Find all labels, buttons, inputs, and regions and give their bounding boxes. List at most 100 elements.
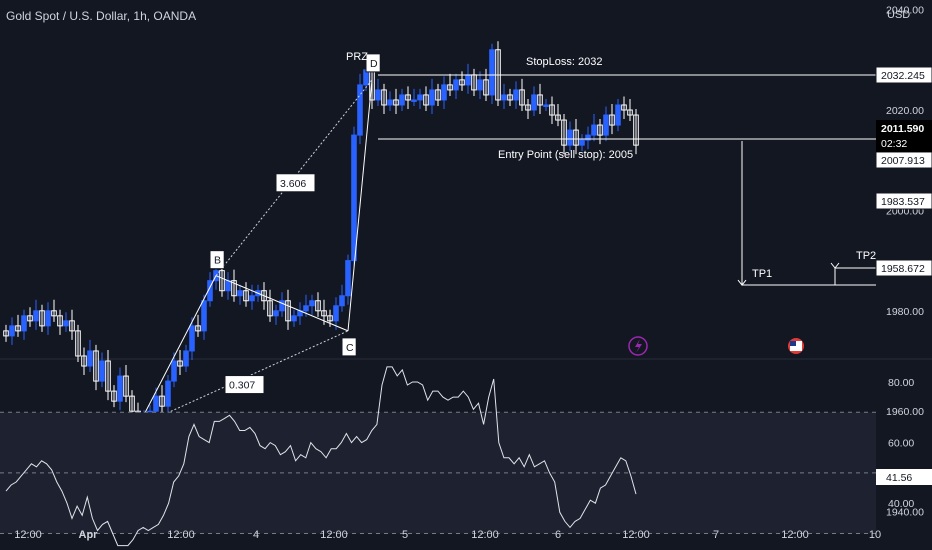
candle-body <box>609 114 615 126</box>
candle-body <box>9 325 15 337</box>
candle-body <box>483 79 489 96</box>
candle-body <box>399 94 405 106</box>
candle-body <box>411 99 417 102</box>
candle-body <box>579 139 585 146</box>
candle-body <box>87 350 93 367</box>
candles <box>3 41 639 436</box>
candle-body <box>531 94 537 111</box>
pattern-line-ab <box>137 275 217 427</box>
candle-body <box>393 99 399 106</box>
candle-body <box>417 94 423 101</box>
candle-body <box>159 395 165 407</box>
currency-label: USD <box>887 9 911 21</box>
candle-body <box>435 89 441 101</box>
rsi-last-value: 41.56 <box>886 472 912 484</box>
candle-body <box>621 104 627 111</box>
candle-body <box>243 290 249 302</box>
candle-body <box>117 375 123 402</box>
candle-body <box>189 325 195 352</box>
candle-body <box>375 89 381 101</box>
rsi-axis-tick: 40.00 <box>888 498 914 510</box>
candle-body <box>381 89 387 106</box>
lightning-icon <box>628 336 648 356</box>
pattern-label-b: B <box>214 255 221 267</box>
ratio-label-ac-box <box>224 375 265 395</box>
candle-body <box>585 134 591 141</box>
candle-body <box>273 310 279 317</box>
candle-body <box>177 360 183 367</box>
tp2-text: TP2 <box>856 250 876 262</box>
candle-body <box>111 390 117 402</box>
ratio-label-bd-box <box>275 173 316 193</box>
time-axis-tick: 5 <box>402 529 408 541</box>
candle-body <box>303 305 309 312</box>
rsi-axis-tick: 80.00 <box>888 377 914 389</box>
price-axis-label-box <box>875 192 932 210</box>
pattern-dotted-ac <box>137 330 349 427</box>
candle-body <box>339 295 345 307</box>
time-axis-tick: Apr <box>79 529 99 541</box>
candle-body <box>261 290 267 302</box>
candle-body <box>447 84 453 91</box>
candle-body <box>555 114 561 121</box>
candle-body <box>633 114 639 146</box>
candle-body <box>525 104 531 111</box>
rsi-axis-tick: 60.00 <box>888 438 914 450</box>
candle-body <box>549 104 555 116</box>
candle-body <box>171 360 177 382</box>
candle-body <box>513 89 519 101</box>
price-axis-label: 2007.913 <box>881 155 925 167</box>
candle-body <box>507 94 513 101</box>
candle-body <box>279 300 285 312</box>
candle-body <box>615 104 621 126</box>
candle-body <box>291 315 297 322</box>
candle-body <box>321 310 327 317</box>
candle-body <box>327 315 333 322</box>
candle-body <box>501 94 507 101</box>
price-axis-tick: 1940.00 <box>886 507 924 519</box>
candle-body <box>561 119 567 146</box>
price-axis-tick: 2020.00 <box>886 105 924 117</box>
candle-body <box>477 79 483 91</box>
candle-body <box>105 360 111 392</box>
candle-body <box>597 124 603 136</box>
countdown: 02:32 <box>881 138 907 150</box>
candle-body <box>39 310 45 327</box>
time-axis-tick: 12:00 <box>14 529 42 541</box>
candle-body <box>285 300 291 322</box>
pattern-label-c-box <box>341 337 357 357</box>
time-axis-tick: 12:00 <box>622 529 650 541</box>
pattern-line-cd <box>347 79 373 331</box>
tp2-arrow-head <box>830 262 840 269</box>
candle-body <box>309 300 315 307</box>
candle-body <box>519 89 525 106</box>
candle-body <box>459 79 465 86</box>
candle-body <box>51 310 57 317</box>
price-axis-tick: 2040.00 <box>886 5 924 17</box>
price-axis-label: 2032.245 <box>881 70 925 82</box>
candle-body <box>537 94 543 106</box>
candle-body <box>99 360 105 382</box>
time-axis-tick: 12:00 <box>320 529 348 541</box>
candle-body <box>627 109 633 116</box>
rsi-last-box <box>876 469 932 485</box>
lightning-icon-glyph <box>635 339 642 353</box>
candle-body <box>429 89 435 106</box>
candle-body <box>45 310 51 327</box>
candle-body <box>573 129 579 146</box>
candle-body <box>15 325 21 332</box>
candle-body <box>489 49 495 96</box>
candle-body <box>231 280 237 297</box>
price-axis-tick: 1980.00 <box>886 306 924 318</box>
pattern-line-bc <box>215 275 349 332</box>
candle-body <box>219 270 225 292</box>
candle-body <box>387 99 393 106</box>
candle-body <box>129 395 135 412</box>
candle-body <box>441 84 447 101</box>
candle-body <box>21 315 27 332</box>
candle-body <box>315 300 321 312</box>
time-axis-tick: 10 <box>869 529 881 541</box>
candle-body <box>63 320 69 327</box>
